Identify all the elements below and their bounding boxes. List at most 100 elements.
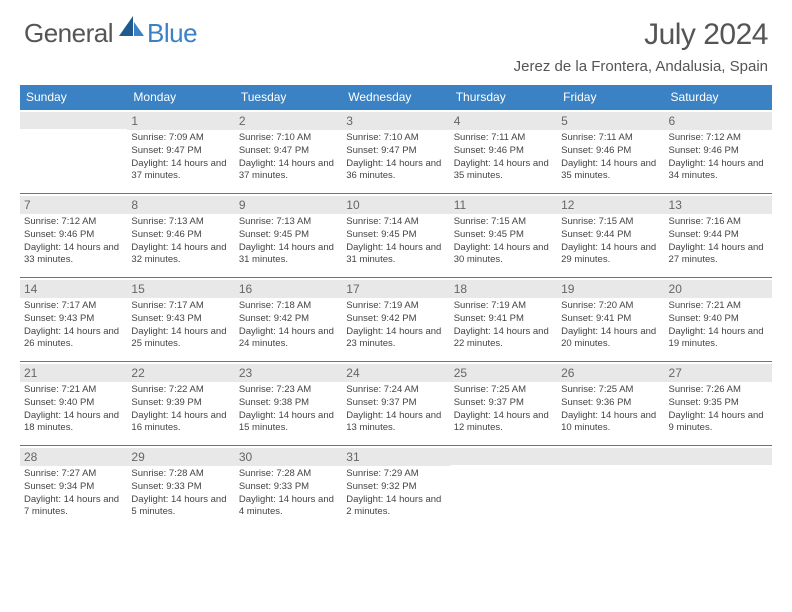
calendar-cell: 25 Sunrise: 7:25 AMSunset: 9:37 PMDayligh… [450, 362, 557, 446]
calendar-cell: 19Sunrise: 7:20 AMSunset: 9:41 PMDayligh… [557, 278, 664, 362]
calendar-cell: 11 Sunrise: 7:15 AMSunset: 9:45 PMDayligh… [450, 194, 557, 278]
calendar-cell: 26 Sunrise: 7:25 AMSunset: 9:36 PMDayligh… [557, 362, 664, 446]
calendar-cell: 1 Sunrise: 7:09 AMSunset: 9:47 PMDaylight… [127, 110, 234, 194]
day-number: 24 [342, 364, 449, 382]
day-number: 6 [665, 112, 772, 130]
calendar-cell: 28 Sunrise: 7:27 AMSunset: 9:34 PMDayligh… [20, 446, 127, 530]
day-number: 29 [127, 448, 234, 466]
calendar-cell [557, 446, 664, 530]
day-number: 3 [342, 112, 449, 130]
brand-name-gray: General [24, 18, 113, 49]
day-details: Sunrise: 7:28 AMSunset: 9:33 PMDaylight:… [131, 468, 230, 519]
empty-day-header [20, 112, 127, 129]
weekday-header: Monday [127, 85, 234, 110]
calendar-cell: 12Sunrise: 7:15 AMSunset: 9:44 PMDayligh… [557, 194, 664, 278]
calendar-cell: 16Sunrise: 7:18 AMSunset: 9:42 PMDayligh… [235, 278, 342, 362]
calendar-cell: 18Sunrise: 7:19 AMSunset: 9:41 PMDayligh… [450, 278, 557, 362]
calendar-cell [450, 446, 557, 530]
day-details: Sunrise: 7:10 AMSunset: 9:47 PMDaylight:… [239, 132, 338, 183]
calendar-cell: 15 Sunrise: 7:17 AMSunset: 9:43 PMDayligh… [127, 278, 234, 362]
day-details: Sunrise: 7:29 AMSunset: 9:32 PMDaylight:… [346, 468, 445, 519]
title-block: July 2024 Jerez de la Frontera, Andalusi… [514, 18, 768, 75]
brand-logo: General Blue [24, 18, 197, 49]
day-number: 25 [450, 364, 557, 382]
day-number: 2 [235, 112, 342, 130]
day-details: Sunrise: 7:25 AMSunset: 9:36 PMDaylight:… [561, 384, 660, 435]
month-title: July 2024 [514, 18, 768, 52]
day-number: 15 [127, 280, 234, 298]
day-details: Sunrise: 7:22 AMSunset: 9:39 PMDaylight:… [131, 384, 230, 435]
calendar-cell: 27Sunrise: 7:26 AMSunset: 9:35 PMDayligh… [665, 362, 772, 446]
day-number: 13 [665, 196, 772, 214]
day-details: Sunrise: 7:12 AMSunset: 9:46 PMDaylight:… [24, 216, 123, 267]
day-number: 28 [20, 448, 127, 466]
day-details: Sunrise: 7:09 AMSunset: 9:47 PMDaylight:… [131, 132, 230, 183]
calendar-cell: 23 Sunrise: 7:23 AMSunset: 9:38 PMDayligh… [235, 362, 342, 446]
calendar-cell: 3 Sunrise: 7:10 AMSunset: 9:47 PMDaylight… [342, 110, 449, 194]
calendar-cell: 6 Sunrise: 7:12 AMSunset: 9:46 PMDaylight… [665, 110, 772, 194]
day-details: Sunrise: 7:11 AMSunset: 9:46 PMDaylight:… [561, 132, 660, 183]
calendar-cell: 5 Sunrise: 7:11 AMSunset: 9:46 PMDaylight… [557, 110, 664, 194]
day-details: Sunrise: 7:21 AMSunset: 9:40 PMDaylight:… [24, 384, 123, 435]
day-number: 21 [20, 364, 127, 382]
day-number: 20 [665, 280, 772, 298]
day-details: Sunrise: 7:16 AMSunset: 9:44 PMDaylight:… [669, 216, 768, 267]
day-details: Sunrise: 7:17 AMSunset: 9:43 PMDaylight:… [131, 300, 230, 351]
calendar-cell: 7 Sunrise: 7:12 AMSunset: 9:46 PMDaylight… [20, 194, 127, 278]
weekday-header: Tuesday [235, 85, 342, 110]
day-number: 11 [450, 196, 557, 214]
calendar-cell: 9 Sunrise: 7:13 AMSunset: 9:45 PMDaylight… [235, 194, 342, 278]
calendar-cell: 22 Sunrise: 7:22 AMSunset: 9:39 PMDayligh… [127, 362, 234, 446]
day-number: 1 [127, 112, 234, 130]
day-details: Sunrise: 7:27 AMSunset: 9:34 PMDaylight:… [24, 468, 123, 519]
day-number: 14 [20, 280, 127, 298]
calendar-cell: 21 Sunrise: 7:21 AMSunset: 9:40 PMDayligh… [20, 362, 127, 446]
day-number: 22 [127, 364, 234, 382]
day-details: Sunrise: 7:19 AMSunset: 9:41 PMDaylight:… [454, 300, 553, 351]
day-details: Sunrise: 7:12 AMSunset: 9:46 PMDaylight:… [669, 132, 768, 183]
day-details: Sunrise: 7:10 AMSunset: 9:47 PMDaylight:… [346, 132, 445, 183]
calendar-cell: 24 Sunrise: 7:24 AMSunset: 9:37 PMDayligh… [342, 362, 449, 446]
day-details: Sunrise: 7:28 AMSunset: 9:33 PMDaylight:… [239, 468, 338, 519]
day-details: Sunrise: 7:23 AMSunset: 9:38 PMDaylight:… [239, 384, 338, 435]
day-details: Sunrise: 7:25 AMSunset: 9:37 PMDaylight:… [454, 384, 553, 435]
calendar-cell: 31Sunrise: 7:29 AMSunset: 9:32 PMDayligh… [342, 446, 449, 530]
day-number: 12 [557, 196, 664, 214]
day-number: 23 [235, 364, 342, 382]
empty-day-header [557, 448, 664, 465]
calendar-table: SundayMondayTuesdayWednesdayThursdayFrid… [20, 85, 772, 530]
calendar-cell: 17Sunrise: 7:19 AMSunset: 9:42 PMDayligh… [342, 278, 449, 362]
weekday-header: Sunday [20, 85, 127, 110]
calendar-cell [20, 110, 127, 194]
day-number: 26 [557, 364, 664, 382]
weekday-header: Thursday [450, 85, 557, 110]
empty-day-header [450, 448, 557, 465]
day-details: Sunrise: 7:19 AMSunset: 9:42 PMDaylight:… [346, 300, 445, 351]
calendar-cell: 4 Sunrise: 7:11 AMSunset: 9:46 PMDaylight… [450, 110, 557, 194]
day-details: Sunrise: 7:15 AMSunset: 9:45 PMDaylight:… [454, 216, 553, 267]
day-details: Sunrise: 7:21 AMSunset: 9:40 PMDaylight:… [669, 300, 768, 351]
day-number: 8 [127, 196, 234, 214]
day-number: 27 [665, 364, 772, 382]
weekday-header: Wednesday [342, 85, 449, 110]
location-label: Jerez de la Frontera, Andalusia, Spain [514, 58, 768, 75]
day-details: Sunrise: 7:13 AMSunset: 9:45 PMDaylight:… [239, 216, 338, 267]
day-number: 16 [235, 280, 342, 298]
calendar-cell: 2 Sunrise: 7:10 AMSunset: 9:47 PMDaylight… [235, 110, 342, 194]
calendar-cell: 20 Sunrise: 7:21 AMSunset: 9:40 PMDayligh… [665, 278, 772, 362]
weekday-header: Saturday [665, 85, 772, 110]
day-number: 7 [20, 196, 127, 214]
calendar-cell: 14 Sunrise: 7:17 AMSunset: 9:43 PMDayligh… [20, 278, 127, 362]
calendar-cell: 30Sunrise: 7:28 AMSunset: 9:33 PMDayligh… [235, 446, 342, 530]
day-details: Sunrise: 7:17 AMSunset: 9:43 PMDaylight:… [24, 300, 123, 351]
day-number: 4 [450, 112, 557, 130]
calendar-cell: 13 Sunrise: 7:16 AMSunset: 9:44 PMDayligh… [665, 194, 772, 278]
calendar-cell [665, 446, 772, 530]
day-details: Sunrise: 7:11 AMSunset: 9:46 PMDaylight:… [454, 132, 553, 183]
weekday-header: Friday [557, 85, 664, 110]
day-number: 10 [342, 196, 449, 214]
day-number: 5 [557, 112, 664, 130]
day-details: Sunrise: 7:24 AMSunset: 9:37 PMDaylight:… [346, 384, 445, 435]
day-number: 9 [235, 196, 342, 214]
empty-day-header [665, 448, 772, 465]
